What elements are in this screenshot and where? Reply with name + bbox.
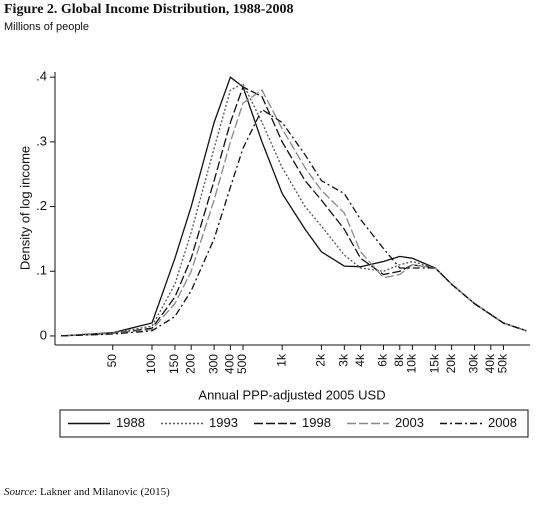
x-tick-label: 2k: [314, 353, 328, 367]
source-label: Source: [4, 486, 34, 498]
x-tick-label: 400: [223, 354, 237, 374]
x-tick-label: 100: [144, 354, 158, 374]
x-tick-label: 30k: [467, 353, 481, 373]
y-tick-label: 0: [40, 327, 47, 342]
x-tick-label: 300: [206, 354, 220, 374]
x-tick-label: 40k: [483, 353, 497, 373]
y-tick-label: .2: [36, 198, 47, 213]
x-tick-label: 50: [105, 354, 119, 368]
x-tick-label: 1k: [274, 353, 288, 367]
chart-title: Figure 2. Global Income Distribution, 19…: [4, 2, 293, 17]
x-tick-label: 15k: [428, 353, 442, 373]
line: [60, 89, 527, 337]
x-tick-label: 500: [235, 354, 249, 374]
y-axis-title: Density of log income: [17, 146, 32, 270]
line: [60, 76, 527, 337]
x-tick-label: 3k: [336, 353, 350, 367]
y-tick-label: .1: [36, 263, 47, 278]
legend-label: 1988: [116, 415, 145, 430]
source: Source: Lakner and Milanovic (2015): [4, 486, 170, 498]
legend-label: 1998: [302, 415, 331, 430]
x-tick-label: 50k: [496, 353, 510, 373]
legend-box: [59, 409, 529, 438]
y-tick-label: .4: [36, 69, 47, 84]
x-tick-label: 200: [183, 354, 197, 374]
x-tick-label: 10k: [405, 353, 419, 373]
x-tick-label: 8k: [392, 353, 406, 367]
y-tick-label: .3: [36, 133, 47, 148]
line: [60, 108, 527, 337]
x-tick-label: 6k: [376, 353, 390, 367]
line: [60, 82, 527, 337]
legend-label: 1993: [209, 415, 238, 430]
legend-label: 2008: [488, 415, 517, 430]
x-axis-title: Annual PPP-adjusted 2005 USD: [198, 387, 385, 402]
legend-label: 2003: [395, 415, 424, 430]
source-text: : Lakner and Milanovic (2015): [34, 486, 170, 498]
x-tick-label: 4k: [353, 353, 367, 367]
x-tick-label: 20k: [444, 353, 458, 373]
chart-subtitle: Millions of people: [4, 21, 89, 33]
x-tick-label: 150: [167, 354, 181, 374]
